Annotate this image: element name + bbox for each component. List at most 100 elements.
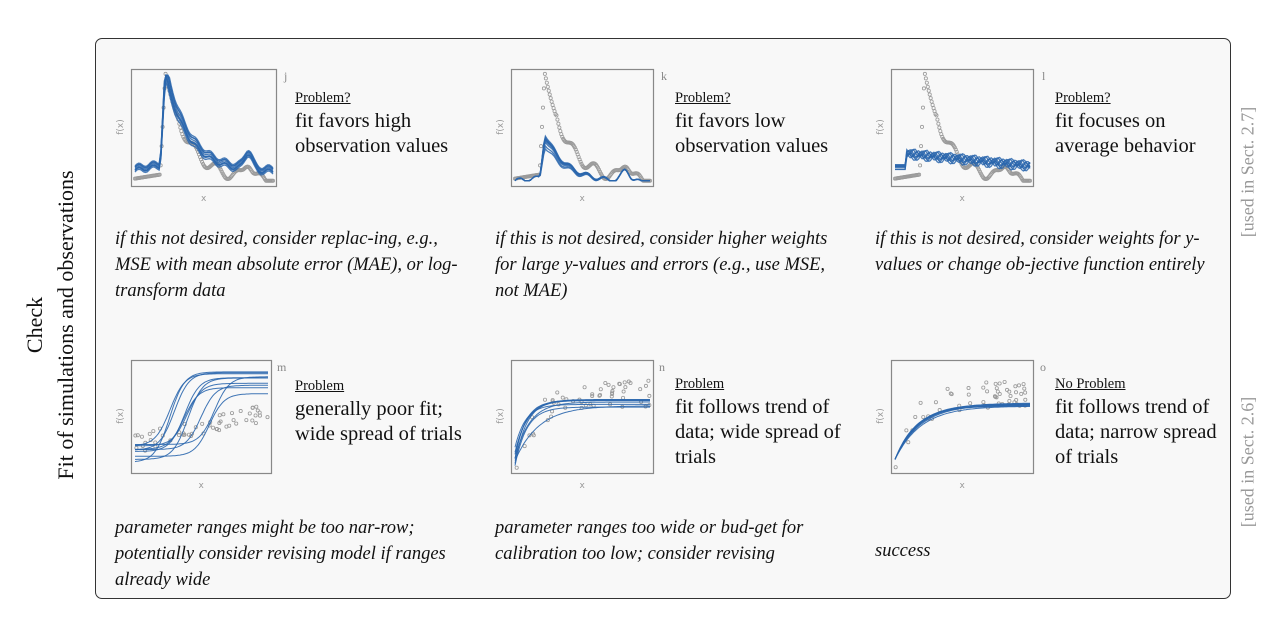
- observation-point: [647, 393, 652, 398]
- observation-point: [539, 144, 544, 149]
- observation-point: [952, 145, 957, 150]
- fit-line: [894, 405, 1030, 460]
- plot-n: [510, 359, 655, 478]
- fit-line: [134, 74, 274, 171]
- observation-point: [610, 390, 615, 395]
- observation-point: [218, 167, 223, 172]
- observation-point: [936, 121, 941, 126]
- observation-point: [548, 96, 553, 101]
- plot-o: [890, 359, 1035, 478]
- observation-point: [211, 425, 216, 430]
- fit-line: [135, 387, 268, 450]
- observation-point: [573, 147, 578, 152]
- problem-description: fit favors high observation values: [295, 110, 449, 157]
- observation-point: [555, 390, 560, 395]
- check-label: Check: [22, 296, 47, 354]
- fit-line: [135, 393, 268, 457]
- observation-point: [1016, 172, 1021, 177]
- observation-point: [994, 386, 999, 391]
- y-axis-label: f(x): [875, 119, 886, 135]
- problem-description: generally poor fit; wide spread of trial…: [295, 398, 462, 445]
- plot-area: [890, 359, 1035, 475]
- recommendation-caption: if this is not desired, consider weights…: [875, 229, 1205, 275]
- observation-point: [514, 465, 519, 470]
- problem-description: fit follows trend of data; wide spread o…: [675, 396, 841, 468]
- observation-point: [250, 405, 255, 410]
- observation-point: [935, 117, 940, 122]
- observation-point: [638, 387, 643, 392]
- fit-line: [134, 74, 274, 170]
- observation-point: [157, 172, 162, 177]
- observation-point: [976, 167, 981, 172]
- observation-point: [1002, 379, 1007, 384]
- fit-line: [134, 81, 274, 176]
- x-axis-label: x: [579, 194, 585, 204]
- observation-point: [569, 141, 574, 146]
- observation-point: [151, 429, 156, 434]
- plot-k: [510, 68, 655, 191]
- fit-label: Fit of simulations and observations: [53, 170, 78, 480]
- problem-heading: Problem: [295, 378, 345, 394]
- observation-point: [577, 157, 582, 162]
- observation-point: [921, 415, 926, 420]
- observation-point: [1013, 384, 1018, 389]
- recommendation-caption: if this not desired, consider replac-ing…: [115, 229, 458, 301]
- observation-point: [247, 411, 252, 416]
- observation-point: [531, 433, 536, 438]
- fit-line: [895, 149, 1031, 169]
- observation-point: [253, 421, 258, 426]
- observation-point: [966, 392, 971, 397]
- panel-tag: k: [661, 69, 667, 83]
- observation-point: [139, 434, 144, 439]
- observation-point: [199, 157, 204, 162]
- observation-point: [200, 421, 205, 426]
- observation-point: [1007, 398, 1012, 403]
- fit-line: [514, 399, 650, 455]
- observation-point: [923, 76, 928, 81]
- recommendation-caption: parameter ranges too wide or bud-get for…: [495, 518, 804, 564]
- observation-point: [590, 393, 595, 398]
- observation-point: [133, 433, 138, 438]
- problem-description: fit favors low observation values: [675, 110, 829, 157]
- observation-point: [609, 394, 614, 399]
- x-axis-label: x: [198, 481, 204, 491]
- fit-line: [514, 406, 650, 466]
- observation-point: [200, 159, 205, 164]
- sect-2-6-label: [used in Sect. 2.6]: [1237, 396, 1258, 528]
- observation-point: [546, 88, 551, 93]
- observation-point: [590, 392, 595, 397]
- observation-point: [135, 433, 140, 438]
- fit-line: [894, 405, 1030, 460]
- observation-point: [246, 164, 251, 169]
- plot-svg: [890, 68, 1035, 188]
- observation-point: [636, 172, 641, 177]
- observation-point: [1013, 390, 1018, 395]
- observation-point: [622, 380, 627, 385]
- recommendation-caption: success: [875, 541, 931, 561]
- plot-area: [510, 68, 655, 188]
- observation-point: [265, 415, 270, 420]
- observation-point: [626, 379, 631, 384]
- observation-point: [250, 418, 255, 423]
- observation-point: [603, 381, 608, 386]
- observation-point: [598, 392, 603, 397]
- observation-point: [966, 386, 971, 391]
- observation-point: [544, 80, 549, 85]
- observation-point: [593, 161, 598, 166]
- fit-line: [135, 382, 268, 447]
- observation-point: [224, 424, 229, 429]
- observation-point: [1022, 386, 1027, 391]
- problem-heading: No Problem: [1055, 376, 1126, 392]
- observation-point: [1005, 387, 1010, 392]
- observation-point: [541, 86, 546, 91]
- observation-point: [927, 92, 932, 97]
- observation-point: [557, 125, 562, 130]
- x-axis-label: x: [959, 481, 965, 491]
- plot-svg: [130, 68, 278, 188]
- observation-point: [234, 421, 239, 426]
- observation-point: [1021, 382, 1026, 387]
- observation-point: [937, 125, 942, 130]
- observation-point: [547, 92, 552, 97]
- observation-point: [219, 169, 224, 174]
- observation-point: [1016, 383, 1021, 388]
